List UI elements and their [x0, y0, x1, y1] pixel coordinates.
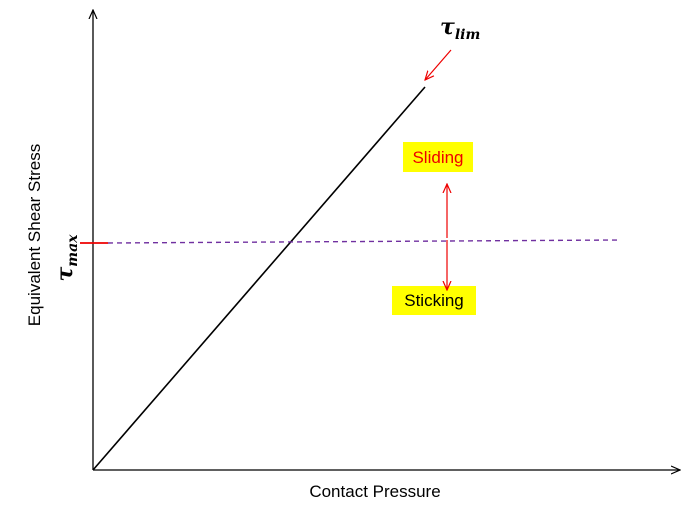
x-axis-label: Contact Pressure: [309, 482, 440, 501]
tau-max-label: τmax: [52, 234, 81, 282]
sticking-label: Sticking: [404, 291, 464, 310]
tau-lim-arrow: [425, 49, 452, 80]
y-axis-label: Equivalent Shear Stress: [25, 144, 44, 326]
tau-max-line: [107, 239, 621, 244]
sticking-box: [392, 286, 476, 315]
tau-max-symbol: τ: [52, 267, 78, 282]
tau-lim-symbol: τ: [440, 14, 455, 40]
tau-lim-label: τlim: [440, 14, 480, 43]
sliding-label: Sliding: [412, 148, 463, 167]
tau-max-subscript: max: [65, 234, 81, 267]
sliding-box: [403, 142, 473, 172]
tau-lim-line: [92, 86, 426, 471]
tau-lim-subscript: lim: [455, 27, 480, 43]
